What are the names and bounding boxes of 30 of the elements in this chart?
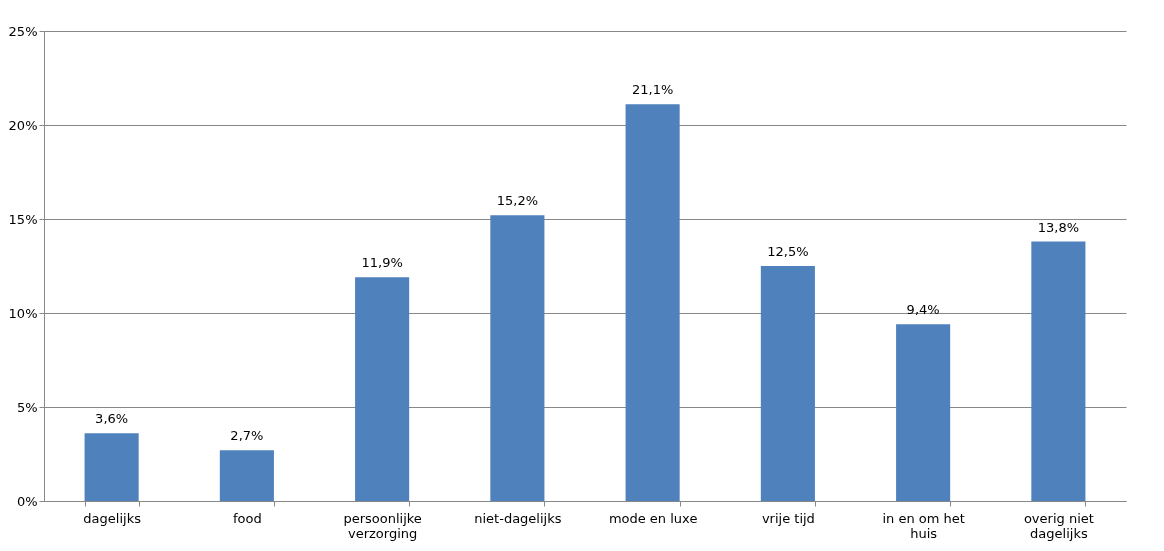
x-tick-label: in en om het huis [882,510,965,541]
data-label: 11,9% [361,255,403,271]
data-label: 21,1% [631,82,674,98]
y-tick-label: 5% [16,399,38,415]
y-tick-label: 0% [16,493,38,509]
bar [219,450,274,501]
bar [84,433,139,501]
data-label: 12,5% [767,244,809,259]
x-tick-label: mode en luxe [608,510,698,526]
data-label: 13,8% [1037,219,1080,235]
data-label: 9,4% [906,302,940,318]
y-tick-label: 20% [8,117,38,133]
bar [490,215,545,501]
y-tick-label: 10% [8,305,38,321]
x-tick-label: dagelijks [83,510,142,526]
x-tick-label: niet-dagelijks [474,510,562,526]
bar [760,266,815,501]
bar [896,324,951,501]
bar [625,104,680,501]
x-tick-label: overig niet dagelijks [1023,510,1094,541]
data-label: 15,2% [496,193,539,209]
y-tick-label: 25% [8,23,38,39]
x-tick-label: vrije tijd [761,510,815,526]
data-label: 3,6% [95,411,129,427]
bar [355,277,410,501]
data-label: 2,7% [230,428,264,444]
y-tick-label: 15% [8,211,38,227]
x-tick-label: food [233,510,262,526]
x-tick-label: persoonlijke verzorging [343,510,422,541]
bar [1031,241,1086,501]
